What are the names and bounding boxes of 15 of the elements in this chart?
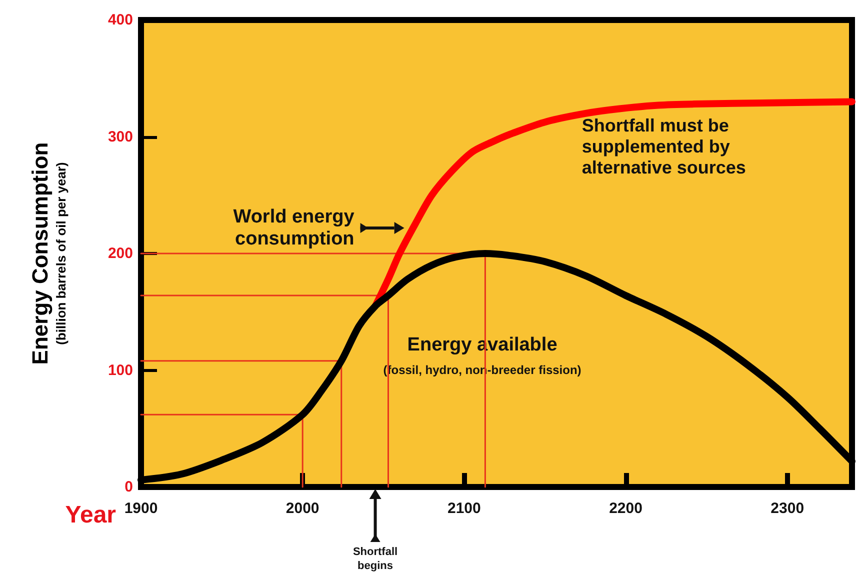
annotation: Shortfall must be supplemented by alternative sources <box>582 116 746 178</box>
y-tick-label: 400 <box>108 12 133 28</box>
x-tick-label: 1900 <box>124 500 158 517</box>
y-axis-title: Energy Consumption (billion barrels of oil per year) <box>28 142 68 365</box>
y-tick-label: 0 <box>124 478 133 496</box>
text: Shortfall begins <box>352 546 398 572</box>
y-tick-label: 100 <box>108 362 133 379</box>
y-tick-label: 300 <box>108 128 133 146</box>
x-axis-title: Year <box>65 502 116 528</box>
x-tick-label: 2300 <box>770 500 804 517</box>
x-tick-label: 2000 <box>286 500 320 517</box>
x-tick-label: 2100 <box>447 500 481 517</box>
x-tick-label: 2200 <box>609 500 642 517</box>
annotation: World energy consumption <box>233 206 355 250</box>
y-tick-label: 200 <box>108 245 133 262</box>
